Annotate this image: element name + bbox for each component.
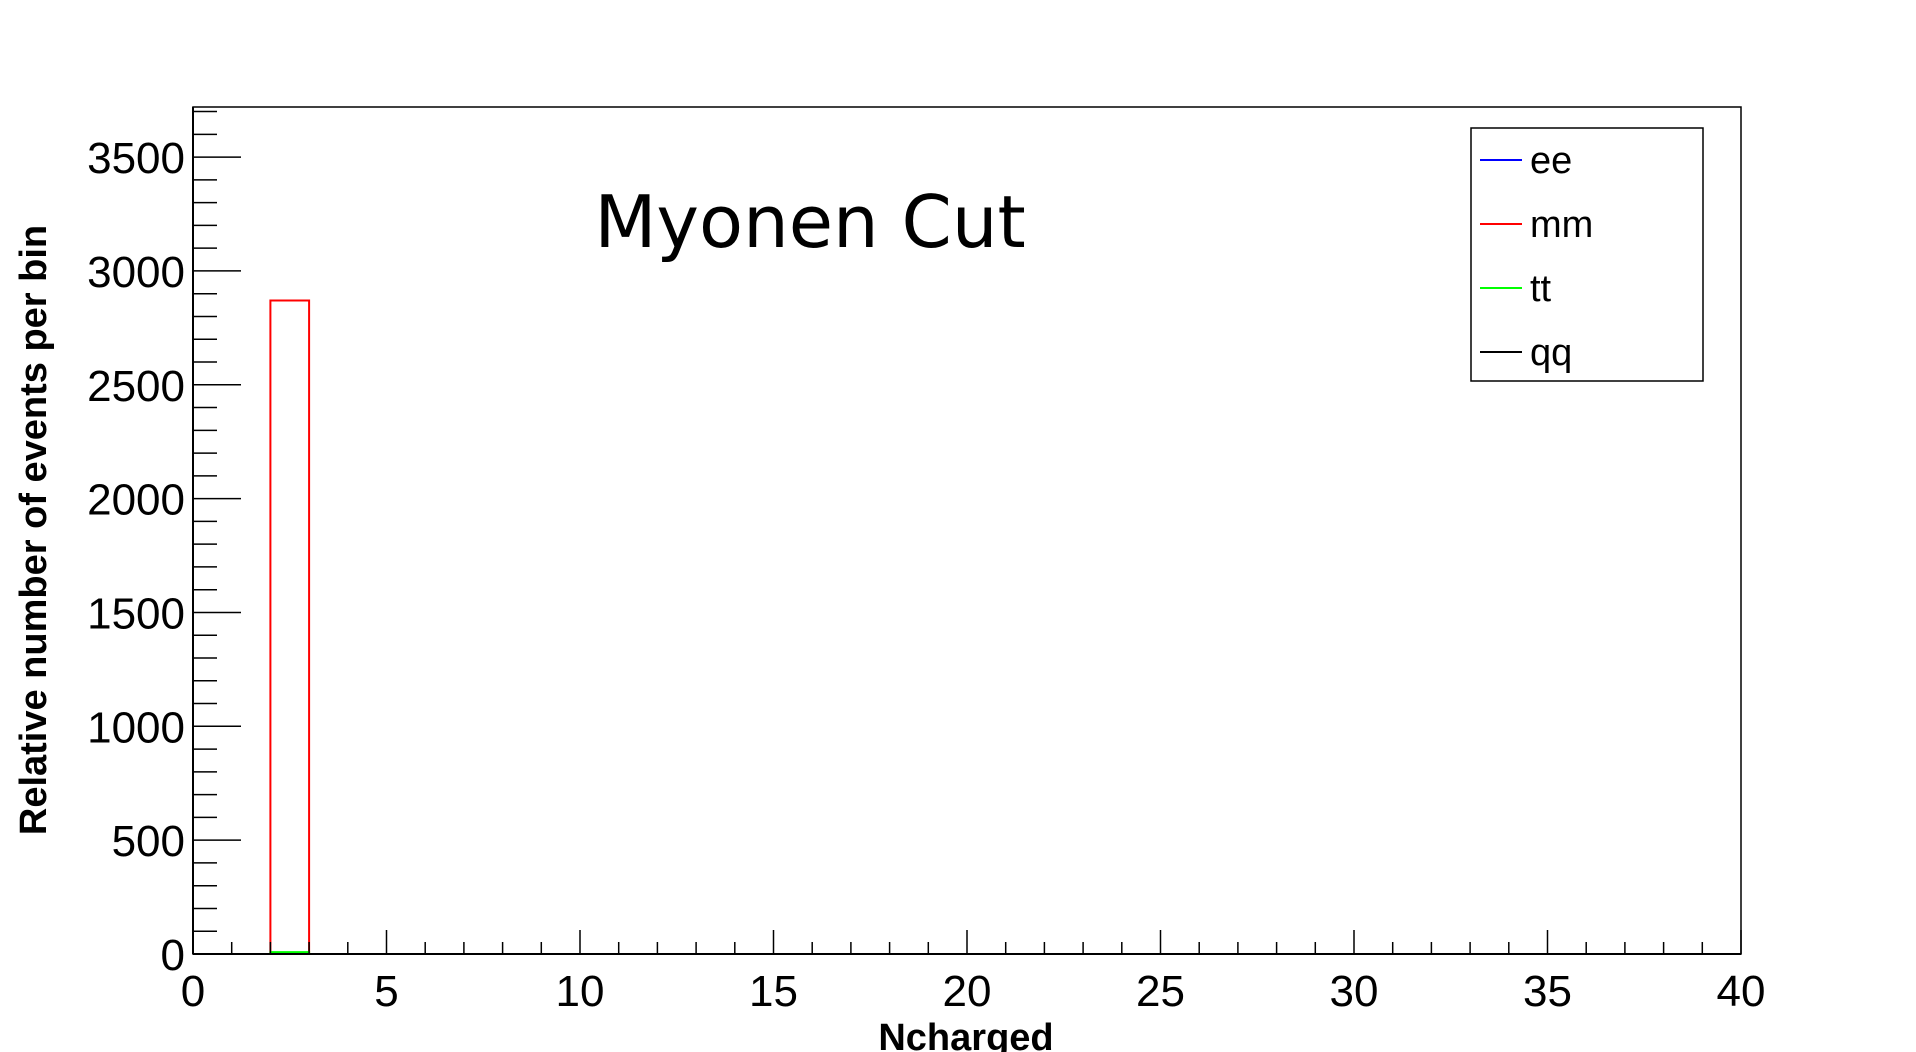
x-tick-label: 5 (374, 967, 398, 1016)
y-tick-label: 1000 (87, 703, 185, 752)
x-tick-label: 15 (749, 967, 798, 1016)
x-tick-label: 0 (181, 967, 205, 1016)
y-tick-label: 3500 (87, 134, 185, 183)
chart-title: Myonen Cut (594, 180, 1025, 264)
bars-layer (269, 299, 311, 954)
x-tick-label: 35 (1523, 967, 1572, 1016)
legend-label-mm: mm (1530, 204, 1593, 246)
x-tick-label: 20 (943, 967, 992, 1016)
x-axis-title: Ncharged (878, 1017, 1053, 1052)
bar-mm (269, 299, 311, 954)
y-tick-label: 3000 (87, 248, 185, 297)
legend: ee mm tt qq (1470, 127, 1704, 382)
y-axis-title: Relative number of events per bin (13, 225, 55, 835)
x-tick-label: 25 (1136, 967, 1185, 1016)
legend-box (1470, 127, 1704, 382)
x-tick-label: 40 (1717, 967, 1766, 1016)
y-tick-label: 0 (161, 931, 185, 980)
legend-label-tt: tt (1530, 268, 1552, 310)
y-tick-label: 2500 (87, 362, 185, 411)
y-tick-label: 2000 (87, 476, 185, 525)
legend-label-qq: qq (1530, 332, 1572, 374)
axes-layer: 0 5 10 15 20 25 30 35 40 0 500 1000 1500 2000 2500 3000… (87, 107, 1765, 1016)
x-tick-label: 10 (556, 967, 605, 1016)
legend-label-ee: ee (1530, 140, 1572, 182)
y-tick-label: 500 (112, 817, 185, 866)
y-tick-label: 1500 (87, 589, 185, 638)
x-tick-label: 30 (1330, 967, 1379, 1016)
